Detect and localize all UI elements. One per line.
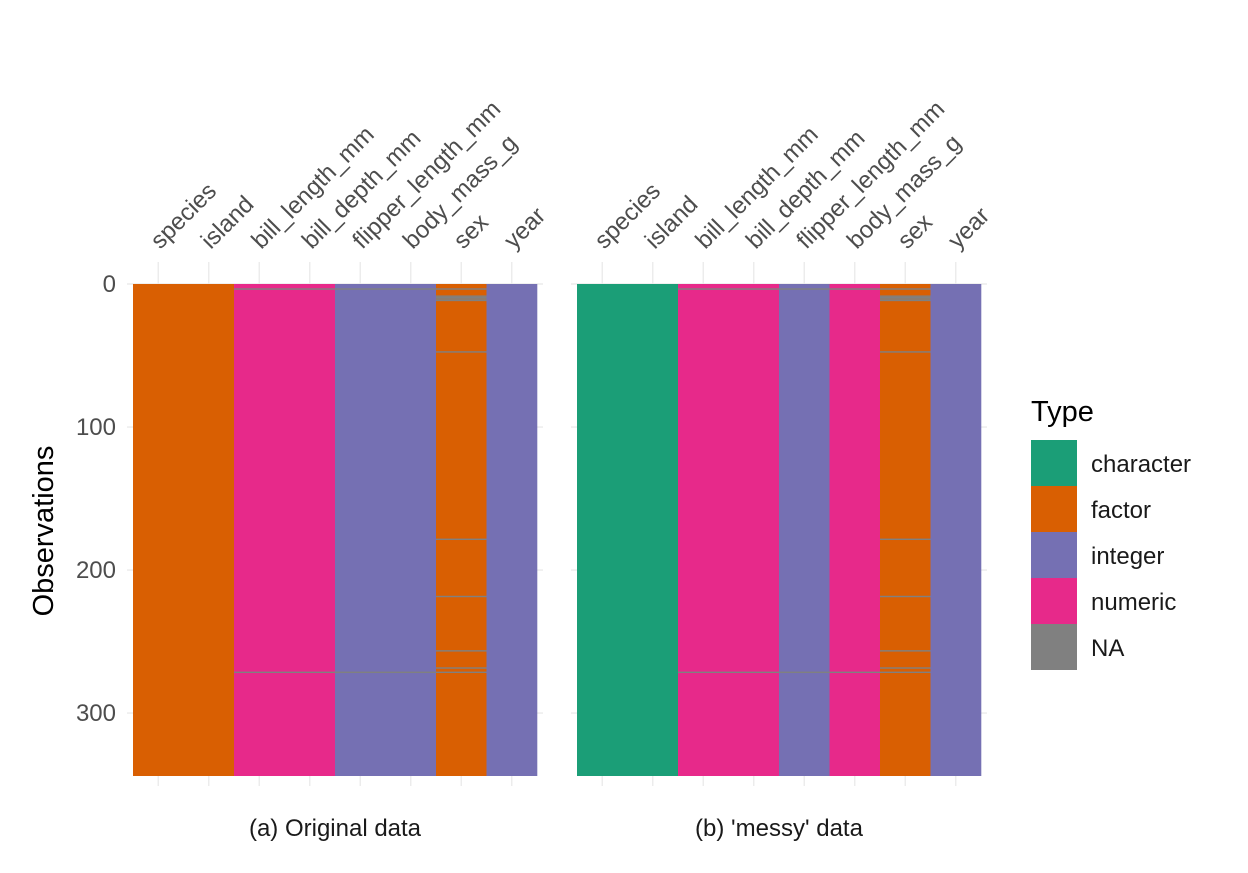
na-tile	[436, 298, 487, 300]
na-tile	[779, 288, 830, 290]
na-tile	[880, 667, 931, 669]
legend-label: NA	[1091, 635, 1124, 662]
na-tile	[436, 671, 487, 674]
legend-label: character	[1091, 451, 1191, 478]
na-tile	[728, 288, 780, 290]
na-tile	[436, 296, 487, 299]
legend-label: integer	[1091, 543, 1164, 570]
na-tile	[234, 288, 285, 290]
na-tile	[436, 295, 487, 297]
column-tile-species	[577, 284, 628, 776]
legend-swatch	[1031, 624, 1077, 670]
column-tile-body_mass_g	[829, 284, 881, 776]
na-tile	[436, 351, 487, 353]
tile-layer	[133, 284, 982, 776]
na-tile	[880, 299, 931, 302]
na-tile	[880, 595, 931, 598]
y-axis-title: Observations	[28, 446, 60, 617]
na-tile	[880, 296, 931, 299]
legend-title: Type	[1031, 396, 1094, 428]
column-tile-flipper_length_mm	[335, 284, 386, 776]
na-tile	[880, 351, 931, 353]
legend-label: factor	[1091, 497, 1151, 524]
column-label: year	[499, 202, 551, 254]
y-tick-label: 200	[76, 557, 116, 584]
legend: Type character factor integer numeric NA	[1031, 396, 1191, 670]
na-tile	[880, 671, 931, 674]
column-tile-species	[133, 284, 184, 776]
column-tile-bill_depth_mm	[728, 284, 780, 776]
na-tile	[880, 288, 931, 290]
na-tile	[880, 538, 931, 541]
na-tile	[436, 650, 487, 652]
column-tile-bill_length_mm	[678, 284, 729, 776]
column-tile-sex	[880, 284, 931, 776]
na-tile	[678, 671, 729, 674]
column-tile-bill_depth_mm	[284, 284, 336, 776]
na-tile	[678, 288, 729, 290]
legend-swatch	[1031, 486, 1077, 532]
column-label: year	[943, 202, 995, 254]
na-tile	[335, 288, 386, 290]
na-tile	[385, 671, 437, 674]
na-tile	[436, 595, 487, 598]
legend-swatch	[1031, 440, 1077, 486]
na-tile	[728, 671, 780, 674]
column-tile-island	[183, 284, 235, 776]
na-tile	[779, 671, 830, 674]
na-tile	[385, 288, 437, 290]
na-tile	[436, 288, 487, 290]
column-tile-body_mass_g	[385, 284, 437, 776]
na-tile	[829, 288, 881, 290]
na-tile	[436, 299, 487, 302]
column-tile-sex	[436, 284, 487, 776]
panel-subtitle: (a) Original data	[249, 815, 422, 842]
na-tile	[284, 671, 336, 674]
y-tick-label: 300	[76, 700, 116, 727]
legend-label: numeric	[1091, 589, 1176, 616]
na-tile	[436, 538, 487, 541]
column-tile-bill_length_mm	[234, 284, 285, 776]
column-tile-island	[627, 284, 679, 776]
y-tick-label: 100	[76, 414, 116, 441]
y-tick-label: 0	[103, 271, 116, 298]
na-tile	[335, 671, 386, 674]
legend-swatch	[1031, 578, 1077, 624]
na-tile	[880, 298, 931, 300]
na-tile	[284, 288, 336, 290]
column-tile-year	[930, 284, 982, 776]
na-tile	[880, 650, 931, 652]
panel-subtitle: (b) 'messy' data	[695, 815, 864, 842]
na-tile	[436, 667, 487, 669]
na-tile	[880, 295, 931, 297]
legend-swatch	[1031, 532, 1077, 578]
na-tile	[234, 671, 285, 674]
column-tile-flipper_length_mm	[779, 284, 830, 776]
column-tile-year	[486, 284, 538, 776]
na-tile	[829, 671, 881, 674]
